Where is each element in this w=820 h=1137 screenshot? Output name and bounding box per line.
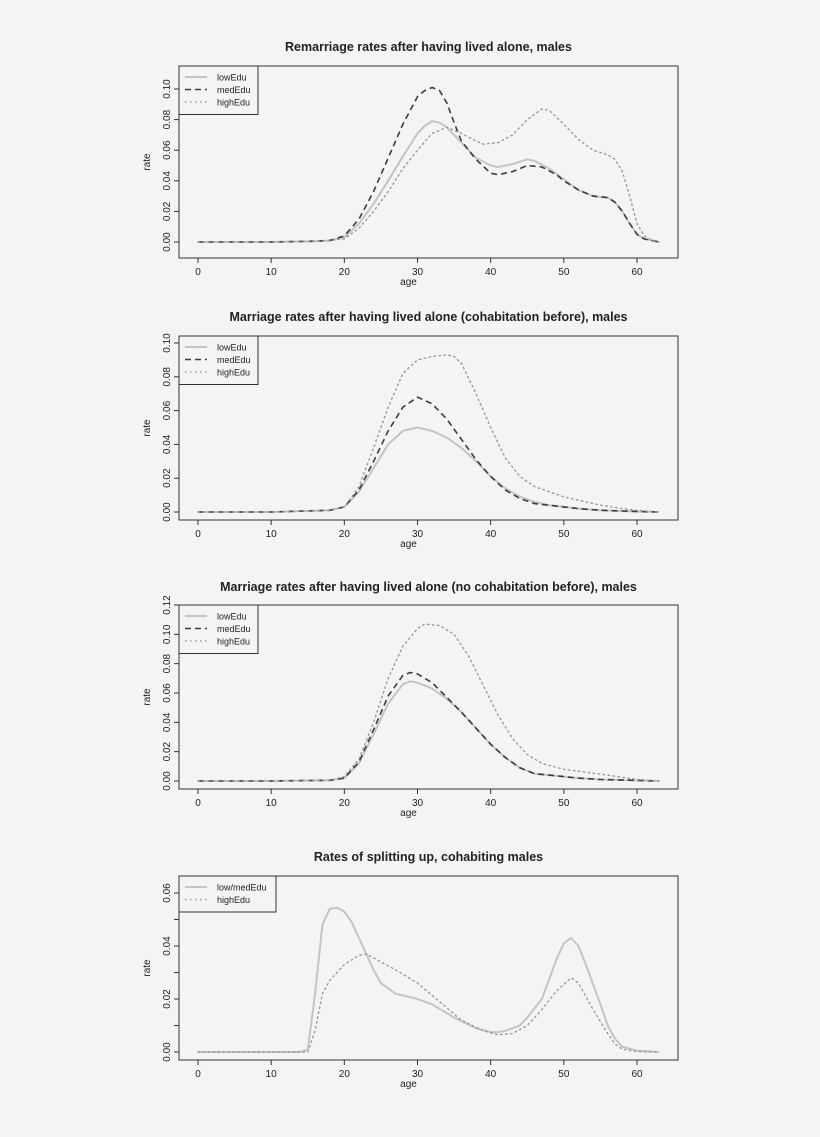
x-tick-label: 20 (339, 1069, 351, 1080)
y-tick-label: 0.12 (162, 595, 173, 615)
chart-panel-1: Remarriage rates after having lived alon… (142, 40, 679, 288)
x-tick-label: 40 (485, 1069, 497, 1080)
y-tick-label: 0.06 (162, 683, 173, 703)
x-tick-label: 40 (485, 529, 497, 540)
legend-label: highEdu (217, 368, 250, 378)
legend: lowEdu medEdu highEdu (178, 65, 259, 115)
y-tick-label: 0.02 (162, 468, 173, 488)
legend-label: highEdu (217, 895, 250, 905)
x-tick-label: 30 (412, 529, 424, 540)
x-tick-label: 60 (631, 529, 643, 540)
series-line-highedu (197, 354, 660, 513)
x-tick-label: 60 (631, 798, 643, 809)
y-tick-label: 0.04 (162, 171, 173, 191)
x-tick-label: 50 (558, 529, 570, 540)
x-tick-label: 0 (195, 529, 201, 540)
x-tick-label: 10 (266, 798, 278, 809)
x-tick-label: 30 (412, 798, 424, 809)
x-tick-label: 60 (631, 267, 643, 278)
x-tick-label: 60 (631, 1069, 643, 1080)
y-tick-label: 0.06 (162, 140, 173, 160)
y-tick-label: 0.06 (162, 400, 173, 420)
x-tick-label: 40 (485, 798, 497, 809)
series-line-lowmededu (198, 906, 660, 1053)
y-tick-label: 0.04 (162, 936, 173, 956)
x-tick-label: 50 (558, 798, 570, 809)
series-line-mededu (198, 396, 660, 513)
y-tick-label: 0.10 (162, 624, 173, 644)
legend-label: highEdu (217, 637, 250, 647)
y-tick-label: 0.04 (162, 712, 173, 732)
y-tick-label: 0.08 (162, 653, 173, 673)
y-tick-label: 0.00 (162, 771, 173, 791)
x-tick-label: 0 (195, 267, 201, 278)
x-tick-label: 10 (266, 1069, 278, 1080)
legend: low/medEdu highEdu (178, 875, 277, 913)
chart-panel-4: Rates of splitting up, cohabiting males 0… (142, 850, 679, 1090)
x-axis-label: age (400, 539, 417, 550)
y-tick-label: 0.02 (162, 741, 173, 761)
x-tick-label: 10 (266, 529, 278, 540)
series-line-lowedu (198, 680, 660, 782)
chart-title: Remarriage rates after having lived alon… (285, 40, 572, 54)
legend-label: lowEdu (217, 343, 247, 353)
legend-label: medEdu (217, 624, 251, 634)
legend-label: low/medEdu (217, 883, 267, 893)
y-tick-label: 0.06 (162, 883, 173, 903)
y-tick-label: 0.00 (162, 232, 173, 252)
legend-box (178, 875, 277, 913)
x-tick-label: 0 (195, 1069, 201, 1080)
y-axis-label: rate (142, 153, 153, 171)
x-axis-label: age (400, 1079, 417, 1090)
legend-label: medEdu (217, 355, 251, 365)
chart-panel-3: Marriage rates after having lived alone … (142, 580, 679, 819)
x-axis-label: age (400, 808, 417, 819)
legend-box (178, 65, 259, 115)
chart-title: Rates of splitting up, cohabiting males (314, 850, 543, 864)
y-tick-label: 0.02 (162, 989, 173, 1009)
series-line-highedu (197, 108, 660, 243)
series-line-highedu (197, 953, 660, 1053)
x-tick-label: 40 (485, 267, 497, 278)
y-axis-label: rate (142, 688, 153, 706)
series-line-lowedu (198, 120, 660, 243)
series-line-mededu (198, 86, 660, 243)
y-tick-label: 0.10 (162, 333, 173, 353)
legend-label: lowEdu (217, 73, 247, 83)
y-tick-label: 0.00 (162, 502, 173, 522)
y-tick-label: 0.10 (162, 79, 173, 99)
legend: lowEdu medEdu highEdu (178, 335, 259, 385)
chart-title: Marriage rates after having lived alone … (220, 580, 637, 594)
chart-title: Marriage rates after having lived alone … (229, 310, 627, 324)
x-tick-label: 20 (339, 529, 351, 540)
x-axis-label: age (400, 277, 417, 288)
y-axis-label: rate (142, 419, 153, 437)
legend-label: lowEdu (217, 612, 247, 622)
series-line-lowedu (198, 426, 660, 513)
legend-label: highEdu (217, 98, 250, 108)
chart-panel-2: Marriage rates after having lived alone … (142, 310, 679, 550)
x-tick-label: 20 (339, 798, 351, 809)
y-tick-label: 0.08 (162, 109, 173, 129)
y-tick-label: 0.02 (162, 201, 173, 221)
x-tick-label: 50 (558, 267, 570, 278)
x-tick-label: 20 (339, 267, 351, 278)
x-tick-label: 30 (412, 267, 424, 278)
series-line-mededu (198, 671, 660, 782)
legend-box (178, 335, 259, 385)
series-line-highedu (197, 623, 660, 782)
y-tick-label: 0.04 (162, 434, 173, 454)
y-tick-label: 0.08 (162, 367, 173, 387)
x-tick-label: 30 (412, 1069, 424, 1080)
x-tick-label: 10 (266, 267, 278, 278)
y-axis-label: rate (142, 959, 153, 977)
legend: lowEdu medEdu highEdu (178, 604, 259, 654)
x-tick-label: 50 (558, 1069, 570, 1080)
legend-box (178, 604, 259, 654)
x-tick-label: 0 (195, 798, 201, 809)
y-tick-label: 0.00 (162, 1042, 173, 1062)
legend-label: medEdu (217, 85, 251, 95)
